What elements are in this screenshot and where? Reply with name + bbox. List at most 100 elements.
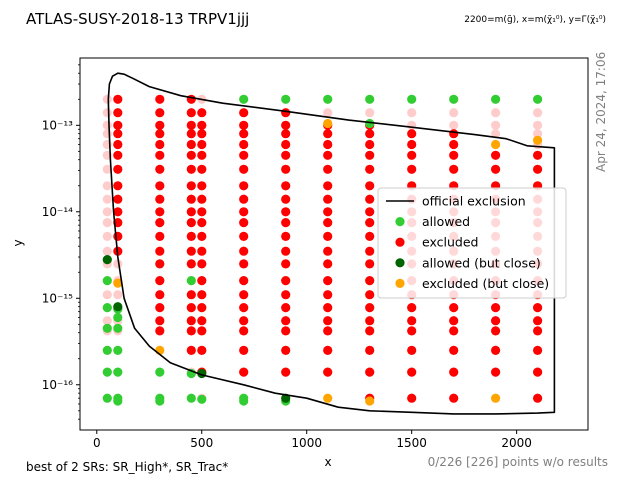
excluded-close-point — [113, 278, 123, 288]
plot-frame — [79, 57, 589, 431]
allowed-point — [239, 396, 249, 406]
excluded-point — [281, 164, 291, 174]
excluded-point — [407, 367, 417, 377]
allowed-point — [239, 94, 249, 104]
excluded-point — [281, 303, 291, 313]
excluded-point — [281, 108, 291, 118]
excluded-point — [491, 164, 501, 174]
excluded-point — [491, 367, 501, 377]
y-tick-label: 10⁻¹⁵ — [42, 291, 73, 305]
excluded-close-point — [323, 393, 333, 403]
excluded-point — [197, 326, 207, 336]
excluded-point — [186, 129, 196, 139]
x-tick-label: 0 — [93, 436, 101, 450]
excluded-point — [113, 259, 123, 269]
excluded-point — [449, 108, 459, 118]
excluded-point — [239, 120, 249, 130]
excluded-point — [533, 120, 543, 130]
excluded-point — [186, 326, 196, 336]
x-tick-label: 500 — [190, 436, 213, 450]
excluded-point — [239, 139, 249, 150]
excluded-point — [186, 181, 196, 191]
excluded-point — [197, 120, 207, 130]
excluded-point — [533, 303, 543, 313]
excluded-point — [102, 194, 112, 204]
excluded-point — [491, 108, 501, 118]
footer-right: 0/226 [226] points w/o results — [428, 455, 608, 469]
y-axis: 10⁻¹⁶ 10⁻¹⁵ 10⁻¹⁴ 10⁻¹³ — [42, 64, 80, 420]
excluded-point — [113, 150, 123, 160]
excluded-point — [186, 139, 196, 150]
excluded-point — [323, 194, 333, 204]
timestamp: Apr 24, 2024, 17:06 — [594, 52, 608, 172]
y-axis-label: y — [11, 239, 25, 246]
excluded-point — [186, 194, 196, 204]
excluded-point — [239, 276, 249, 286]
excluded-point — [113, 164, 123, 174]
excluded-point — [365, 139, 375, 150]
excluded-point — [365, 231, 375, 241]
allowed-point — [323, 94, 333, 104]
excluded-point — [407, 303, 417, 313]
allowed-point — [113, 345, 123, 355]
excluded-point — [155, 181, 165, 191]
excluded-point — [323, 367, 333, 377]
allowed-point — [155, 396, 165, 406]
excluded-point — [239, 218, 249, 228]
excluded-close-point — [491, 393, 501, 403]
excluded-point — [323, 207, 333, 217]
excluded-point — [281, 194, 291, 204]
excluded-point — [239, 150, 249, 160]
x-axis: 0 500 1000 1500 2000 — [93, 430, 532, 450]
excluded-point — [102, 181, 112, 191]
excluded-point — [197, 150, 207, 160]
allowed-point — [365, 94, 375, 104]
allowed-point — [407, 94, 417, 104]
excluded-point — [113, 108, 123, 118]
excluded-point — [239, 194, 249, 204]
excluded-point — [323, 139, 333, 150]
legend-box — [377, 187, 567, 299]
excluded-point — [102, 290, 112, 300]
excluded-point — [323, 276, 333, 286]
excluded-point — [102, 164, 112, 174]
excluded-point — [197, 345, 207, 355]
excluded-point — [186, 150, 196, 160]
excluded-point — [407, 326, 417, 336]
allowed-point — [533, 94, 543, 104]
excluded-point — [155, 120, 165, 130]
excluded-point — [281, 139, 291, 150]
excluded-point — [323, 259, 333, 269]
excluded-point — [186, 164, 196, 174]
excluded-point — [239, 303, 249, 313]
excluded-point — [155, 276, 165, 286]
excluded-point — [113, 120, 123, 130]
excluded-point — [323, 218, 333, 228]
excluded-point — [281, 231, 291, 241]
excluded-point — [365, 218, 375, 228]
excluded-point — [365, 259, 375, 269]
legend-dot-marker — [395, 278, 405, 288]
excluded-point — [102, 246, 112, 256]
excluded-point — [449, 303, 459, 313]
x-tick-label: 2000 — [501, 436, 532, 450]
excluded-point — [102, 231, 112, 241]
excluded-point — [281, 326, 291, 336]
allowed-close-point — [113, 302, 123, 312]
excluded-point — [197, 316, 207, 326]
excluded-point — [186, 259, 196, 269]
excluded-point — [449, 393, 459, 403]
excluded-point — [155, 218, 165, 228]
excluded-point — [197, 207, 207, 217]
excluded-point — [197, 194, 207, 204]
allowed-point — [113, 367, 123, 377]
excluded-point — [155, 246, 165, 256]
excluded-point — [239, 259, 249, 269]
excluded-point — [323, 164, 333, 174]
excluded-point — [186, 303, 196, 313]
chart-title: ATLAS-SUSY-2018-13 TRPV1jjj — [26, 10, 249, 28]
excluded-point — [365, 207, 375, 217]
excluded-point — [533, 150, 543, 160]
excluded-point — [281, 276, 291, 286]
excluded-point — [449, 326, 459, 336]
